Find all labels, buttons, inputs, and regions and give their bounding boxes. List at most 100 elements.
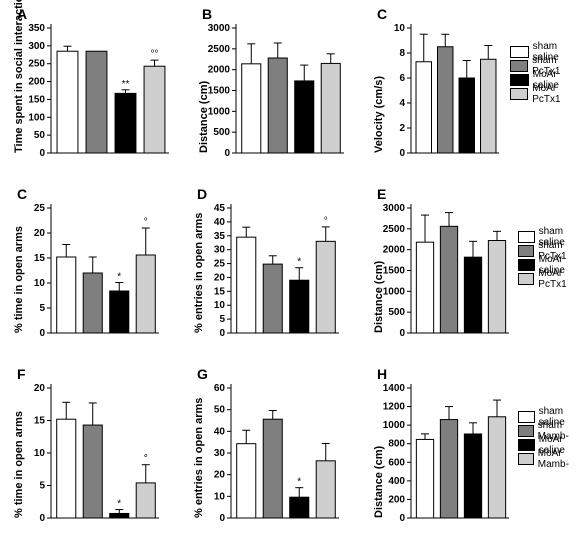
svg-text:0: 0 bbox=[399, 513, 405, 524]
bar bbox=[57, 419, 76, 518]
bar bbox=[144, 66, 165, 153]
bar bbox=[488, 241, 505, 334]
svg-text:2000: 2000 bbox=[208, 65, 231, 76]
svg-text:350: 350 bbox=[28, 23, 45, 34]
y-axis-title: % time in open arms bbox=[13, 226, 25, 333]
legend-swatch bbox=[518, 439, 535, 451]
legend-swatch bbox=[518, 411, 535, 423]
svg-text:10: 10 bbox=[394, 23, 406, 34]
svg-text:45: 45 bbox=[214, 203, 226, 214]
bar bbox=[290, 497, 309, 518]
bar bbox=[316, 461, 335, 518]
bar bbox=[242, 64, 261, 153]
panel-label: C bbox=[17, 186, 27, 202]
legend-swatch bbox=[518, 259, 535, 271]
svg-text:°: ° bbox=[144, 454, 148, 465]
y-axis-title: Distance (cm) bbox=[373, 261, 385, 333]
svg-text:15: 15 bbox=[34, 253, 46, 264]
svg-text:10: 10 bbox=[34, 448, 46, 459]
legend-swatch bbox=[518, 453, 534, 465]
legend: sham salinesham PcTx1MoAr salineMoAr PcT… bbox=[518, 230, 582, 286]
svg-text:0: 0 bbox=[399, 328, 405, 339]
bar bbox=[290, 280, 309, 333]
legend-swatch bbox=[518, 425, 534, 437]
y-axis-title: % entries in open arms bbox=[193, 398, 205, 518]
bar bbox=[136, 255, 155, 333]
svg-text:20: 20 bbox=[34, 383, 46, 394]
panel-C2: C% time in open arms0510152025*° bbox=[15, 190, 165, 345]
svg-text:5: 5 bbox=[219, 314, 225, 325]
svg-text:100: 100 bbox=[28, 112, 45, 123]
svg-text:1400: 1400 bbox=[383, 383, 406, 394]
svg-text:°°: °° bbox=[151, 49, 159, 60]
bar bbox=[416, 439, 433, 518]
panel-B: BDistance (cm)050010001500200025003000 bbox=[200, 10, 350, 165]
y-axis-title: % entries in open arms bbox=[193, 213, 205, 333]
svg-text:10: 10 bbox=[34, 278, 46, 289]
bar bbox=[136, 483, 155, 518]
svg-text:*: * bbox=[117, 272, 121, 283]
panel-E: EDistance (cm)050010001500200025003000 bbox=[375, 190, 515, 345]
svg-text:0: 0 bbox=[219, 513, 225, 524]
legend-label: MoAr Mamb- bbox=[538, 448, 582, 470]
panel-H: HDistance (cm)0200400600800100012001400 bbox=[375, 370, 515, 530]
svg-text:2000: 2000 bbox=[383, 245, 406, 256]
svg-text:*: * bbox=[117, 499, 121, 510]
svg-text:1200: 1200 bbox=[383, 402, 406, 413]
y-axis-title: Distance (cm) bbox=[373, 446, 385, 518]
svg-text:60: 60 bbox=[214, 383, 226, 394]
panel-label: D bbox=[197, 186, 207, 202]
svg-text:25: 25 bbox=[214, 259, 226, 270]
svg-text:*: * bbox=[297, 257, 301, 268]
svg-text:200: 200 bbox=[28, 77, 45, 88]
bar bbox=[86, 51, 107, 153]
panel-label: F bbox=[17, 366, 26, 382]
svg-text:600: 600 bbox=[388, 457, 405, 468]
bar bbox=[263, 264, 282, 333]
svg-text:1000: 1000 bbox=[383, 286, 406, 297]
svg-text:50: 50 bbox=[214, 405, 226, 416]
legend-item: MoAr Mamb- bbox=[518, 452, 582, 466]
svg-text:20: 20 bbox=[34, 228, 46, 239]
svg-text:0: 0 bbox=[39, 513, 45, 524]
legend-item: MoAr PcTx1 bbox=[510, 87, 582, 101]
svg-text:10: 10 bbox=[214, 491, 226, 502]
svg-text:2: 2 bbox=[399, 123, 405, 134]
panel-A: ATime spent in social interaction (s)050… bbox=[15, 10, 175, 165]
legend-swatch bbox=[510, 88, 528, 100]
bar bbox=[237, 444, 256, 518]
svg-text:200: 200 bbox=[388, 494, 405, 505]
legend-swatch bbox=[510, 46, 529, 58]
svg-text:5: 5 bbox=[39, 303, 45, 314]
legend-swatch bbox=[510, 74, 529, 86]
svg-text:°: ° bbox=[144, 217, 148, 228]
svg-text:500: 500 bbox=[388, 307, 405, 318]
svg-text:50: 50 bbox=[34, 130, 46, 141]
svg-text:800: 800 bbox=[388, 439, 405, 450]
svg-text:150: 150 bbox=[28, 94, 45, 105]
bar bbox=[263, 419, 282, 518]
svg-text:250: 250 bbox=[28, 59, 45, 70]
bar bbox=[83, 273, 102, 333]
svg-text:*: * bbox=[297, 477, 301, 488]
svg-text:°: ° bbox=[324, 216, 328, 227]
panel-label: C bbox=[377, 6, 387, 22]
svg-text:1000: 1000 bbox=[383, 420, 406, 431]
svg-text:3000: 3000 bbox=[383, 203, 406, 214]
bar bbox=[237, 237, 256, 333]
svg-text:0: 0 bbox=[219, 328, 225, 339]
y-axis-title: Velocity (cm/s) bbox=[373, 76, 385, 153]
bar bbox=[83, 425, 102, 518]
svg-text:10: 10 bbox=[214, 300, 226, 311]
svg-text:20: 20 bbox=[214, 272, 226, 283]
bar bbox=[57, 257, 76, 333]
legend-item: MoAr PcTx1 bbox=[518, 272, 582, 286]
bar bbox=[488, 417, 505, 518]
svg-text:500: 500 bbox=[213, 127, 230, 138]
legend-swatch bbox=[518, 273, 534, 285]
svg-text:3000: 3000 bbox=[208, 23, 231, 34]
panel-D: D% entries in open arms05101520253035404… bbox=[195, 190, 345, 345]
panel-C1: CVelocity (cm/s)0246810 bbox=[375, 10, 505, 165]
svg-text:1500: 1500 bbox=[383, 266, 406, 277]
legend-label: MoAr PcTx1 bbox=[532, 83, 582, 105]
